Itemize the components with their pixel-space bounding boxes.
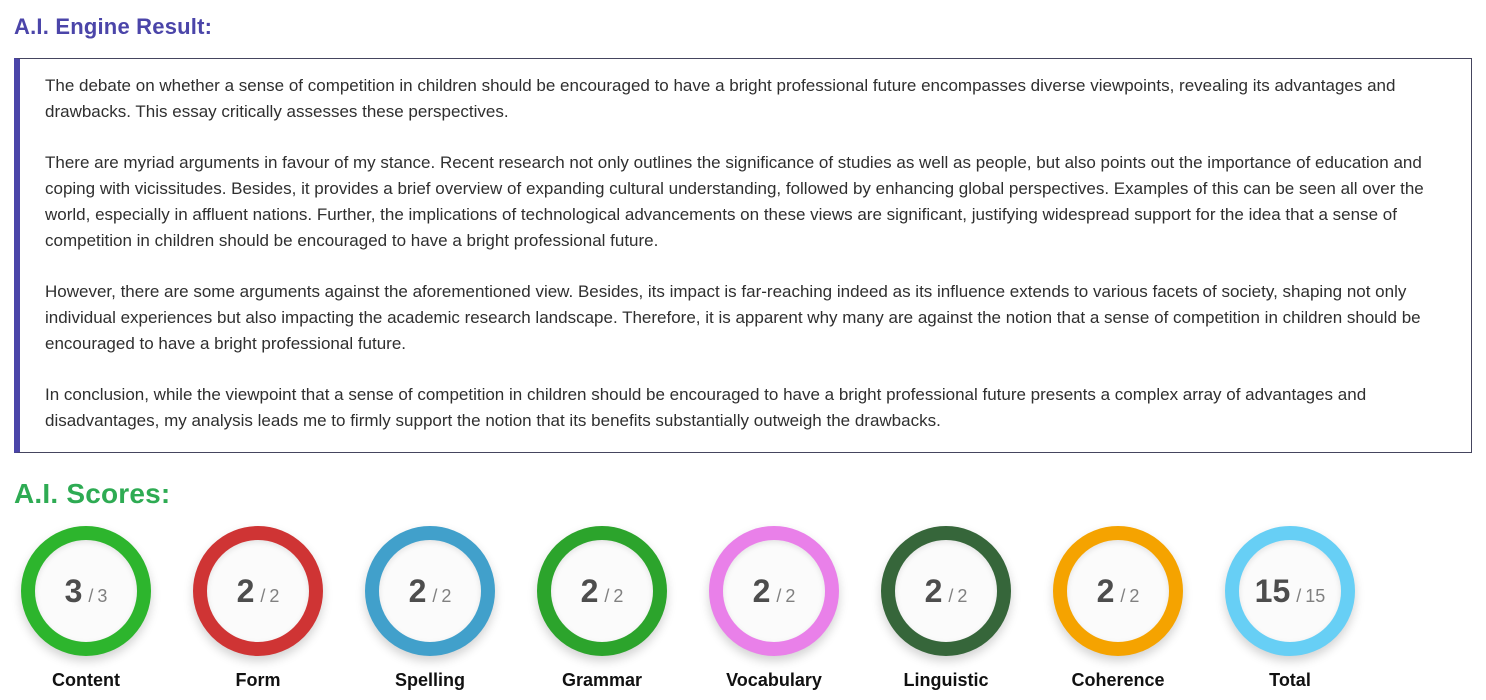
- score-text: 3 / 3: [65, 573, 108, 610]
- score-text: 2 / 2: [753, 573, 796, 610]
- score-max: 2: [785, 585, 796, 606]
- score-separator: /: [260, 585, 266, 606]
- score-label: Content: [52, 670, 120, 690]
- score-max: 2: [957, 585, 968, 606]
- score-separator: /: [948, 585, 954, 606]
- score-max: 2: [1129, 585, 1140, 606]
- score-item: 15 / 15 Total: [1204, 526, 1376, 691]
- score-ring: 3 / 3: [21, 526, 151, 656]
- essay-paragraph: There are myriad arguments in favour of …: [45, 153, 1424, 250]
- score-ring: 15 / 15: [1225, 526, 1355, 656]
- score-ring: 2 / 2: [537, 526, 667, 656]
- engine-result-box: The debate on whether a sense of competi…: [14, 58, 1472, 453]
- score-item: 2 / 2 Spelling: [344, 526, 516, 691]
- score-ring: 2 / 2: [193, 526, 323, 656]
- score-value: 2: [924, 572, 943, 609]
- score-separator: /: [432, 585, 438, 606]
- score-label: Coherence: [1071, 670, 1165, 690]
- score-text: 2 / 2: [409, 573, 452, 610]
- score-ring: 2 / 2: [365, 526, 495, 656]
- score-item: 2 / 2 Grammar: [516, 526, 688, 691]
- score-label: Vocabulary: [726, 670, 822, 690]
- essay-paragraph: However, there are some arguments agains…: [45, 282, 1421, 353]
- score-item: 2 / 2 Linguistic: [860, 526, 1032, 691]
- score-max: 15: [1305, 585, 1326, 606]
- essay-paragraph: In conclusion, while the viewpoint that …: [45, 385, 1367, 430]
- score-separator: /: [604, 585, 610, 606]
- score-max: 2: [613, 585, 624, 606]
- scores-title: A.I. Scores:: [14, 478, 171, 509]
- score-ring: 2 / 2: [709, 526, 839, 656]
- score-ring: 2 / 2: [881, 526, 1011, 656]
- score-text: 2 / 2: [925, 573, 968, 610]
- score-separator: /: [776, 585, 782, 606]
- score-separator: /: [1296, 585, 1302, 606]
- score-value: 2: [408, 572, 427, 609]
- score-value: 2: [236, 572, 255, 609]
- score-text: 15 / 15: [1255, 573, 1326, 610]
- score-value: 3: [64, 572, 83, 609]
- score-item: 2 / 2 Form: [172, 526, 344, 691]
- score-max: 2: [441, 585, 452, 606]
- essay-paragraph: The debate on whether a sense of competi…: [45, 76, 1396, 121]
- engine-result-section: A.I. Engine Result: The debate on whethe…: [0, 14, 1486, 510]
- score-text: 2 / 2: [581, 573, 624, 610]
- score-value: 15: [1254, 572, 1291, 609]
- score-separator: /: [88, 585, 94, 606]
- score-label: Form: [235, 670, 281, 690]
- score-value: 2: [1096, 572, 1115, 609]
- score-label: Total: [1269, 670, 1311, 690]
- score-ring: 2 / 2: [1053, 526, 1183, 656]
- score-text: 2 / 2: [237, 573, 280, 610]
- score-text: 2 / 2: [1097, 573, 1140, 610]
- score-label: Grammar: [561, 670, 643, 690]
- score-max: 2: [269, 585, 280, 606]
- scores-row: 3 / 3 Content 2 / 2 Form 2 /: [0, 526, 1486, 691]
- score-label: Spelling: [394, 670, 465, 690]
- score-value: 2: [752, 572, 771, 609]
- score-item: 2 / 2 Coherence: [1032, 526, 1204, 691]
- score-item: 2 / 2 Vocabulary: [688, 526, 860, 691]
- score-item: 3 / 3 Content: [0, 526, 172, 691]
- score-max: 3: [97, 585, 108, 606]
- engine-result-title: A.I. Engine Result:: [14, 14, 213, 39]
- score-label: Linguistic: [903, 670, 989, 690]
- score-value: 2: [580, 572, 599, 609]
- score-separator: /: [1120, 585, 1126, 606]
